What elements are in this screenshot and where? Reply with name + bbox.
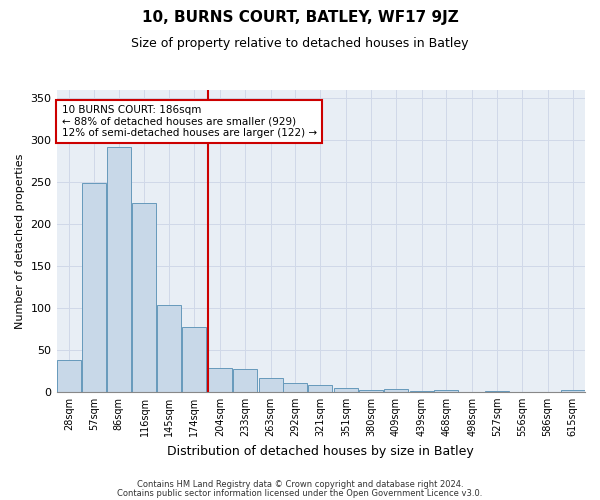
Bar [283, 384, 307, 392]
Text: 10, BURNS COURT, BATLEY, WF17 9JZ: 10, BURNS COURT, BATLEY, WF17 9JZ [142, 10, 458, 25]
Bar [259, 378, 283, 392]
Text: 10 BURNS COURT: 186sqm
← 88% of detached houses are smaller (929)
12% of semi-de: 10 BURNS COURT: 186sqm ← 88% of detached… [62, 105, 317, 138]
Bar [334, 388, 358, 392]
Bar [233, 369, 257, 392]
Bar [133, 203, 157, 392]
Bar [410, 391, 434, 392]
Y-axis label: Number of detached properties: Number of detached properties [15, 153, 25, 328]
Bar [157, 304, 181, 392]
Bar [107, 147, 131, 392]
Bar [308, 385, 332, 392]
Bar [384, 390, 408, 392]
Bar [485, 391, 509, 392]
Bar [359, 390, 383, 392]
Text: Size of property relative to detached houses in Batley: Size of property relative to detached ho… [131, 38, 469, 51]
Bar [434, 390, 458, 392]
Bar [208, 368, 232, 392]
Bar [182, 328, 206, 392]
Bar [560, 390, 584, 392]
Text: Contains public sector information licensed under the Open Government Licence v3: Contains public sector information licen… [118, 488, 482, 498]
Bar [57, 360, 81, 392]
Text: Contains HM Land Registry data © Crown copyright and database right 2024.: Contains HM Land Registry data © Crown c… [137, 480, 463, 489]
X-axis label: Distribution of detached houses by size in Batley: Distribution of detached houses by size … [167, 444, 474, 458]
Bar [82, 183, 106, 392]
